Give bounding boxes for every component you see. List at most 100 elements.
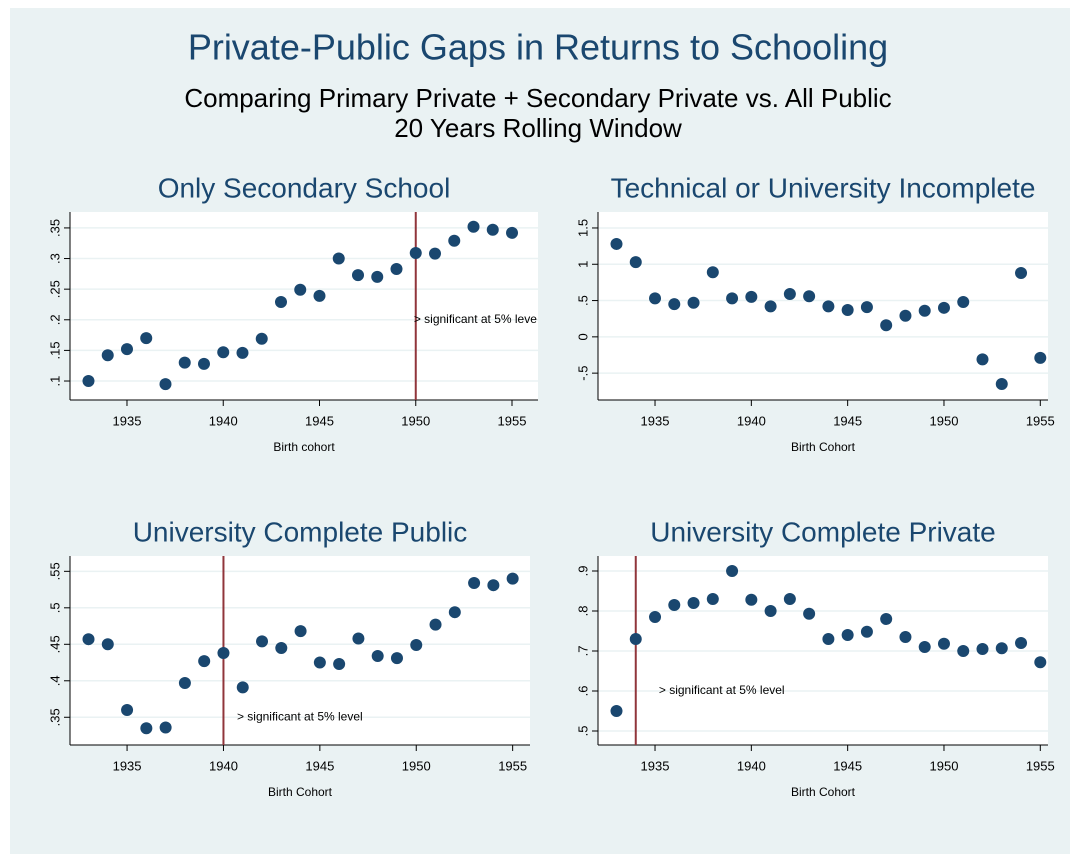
y-tick-label: .55 (47, 562, 62, 580)
panel-title: University Complete Public (133, 516, 468, 547)
point (995, 642, 1008, 655)
x-tick-label: 1945 (305, 758, 334, 773)
point (467, 220, 480, 233)
point (726, 565, 739, 577)
point (745, 290, 758, 303)
point (764, 605, 777, 617)
point (937, 637, 950, 650)
point (880, 319, 893, 332)
point (409, 247, 422, 260)
point (880, 613, 893, 625)
x-tick-label: 1940 (209, 758, 238, 773)
point (294, 625, 307, 638)
point (82, 375, 95, 388)
panel-title: Technical or University Incomplete (611, 172, 1036, 203)
y-tick-label: .5 (47, 602, 62, 613)
y-tick-label: .45 (47, 635, 62, 653)
y-tick-label: .5 (575, 726, 590, 737)
point (726, 292, 739, 305)
x-axis-label: Birth Cohort (268, 785, 333, 799)
point (687, 296, 700, 309)
point (610, 705, 623, 717)
point (706, 593, 719, 605)
point (255, 332, 268, 345)
point (159, 378, 172, 391)
point (390, 262, 403, 275)
point (610, 237, 623, 250)
point (448, 606, 461, 619)
y-tick-label: .1 (47, 376, 62, 387)
x-tick-label: 1945 (305, 413, 334, 428)
annotation: > significant at 5% leve (414, 312, 537, 326)
point (1034, 351, 1047, 364)
point (649, 611, 662, 623)
point (236, 681, 249, 694)
point (101, 638, 114, 651)
x-axis-label: Birth cohort (273, 440, 335, 454)
point (217, 647, 230, 660)
x-tick-label: 1950 (930, 413, 959, 428)
point (745, 593, 758, 606)
point (429, 618, 442, 631)
x-tick-label: 1940 (737, 413, 766, 428)
annotation: > significant at 5% level (659, 683, 785, 697)
point (1034, 656, 1047, 669)
point (236, 346, 249, 359)
annotation: > significant at 5% level (237, 709, 363, 723)
point (294, 283, 307, 296)
y-tick-label: 0 (575, 333, 590, 340)
point (706, 266, 719, 279)
subtitle: Comparing Primary Private + Secondary Pr… (184, 83, 891, 113)
point (976, 643, 989, 655)
point (352, 269, 364, 282)
point (899, 631, 912, 643)
main-title: Private-Public Gaps in Returns to School… (188, 27, 888, 68)
point (82, 633, 95, 646)
y-tick-label: .35 (47, 708, 62, 726)
point (101, 349, 114, 362)
point (995, 378, 1008, 391)
point (256, 635, 269, 648)
x-tick-label: 1955 (498, 758, 527, 773)
x-tick-label: 1935 (113, 413, 142, 428)
y-tick-label: .5 (575, 295, 590, 306)
subtitle: 20 Years Rolling Window (394, 113, 682, 143)
x-tick-label: 1940 (737, 758, 766, 773)
plot-area (70, 212, 538, 400)
point (957, 296, 970, 309)
x-tick-label: 1940 (209, 413, 238, 428)
point (390, 652, 403, 665)
x-tick-label: 1945 (833, 758, 862, 773)
point (1015, 266, 1028, 279)
point (937, 301, 950, 314)
point (822, 633, 835, 645)
point (197, 357, 210, 370)
point (841, 303, 854, 316)
point (918, 641, 931, 653)
point (313, 289, 326, 302)
point (668, 298, 681, 311)
point (803, 290, 816, 303)
point (275, 641, 288, 654)
x-tick-label: 1950 (401, 413, 430, 428)
point (178, 356, 191, 369)
point (783, 288, 796, 301)
y-tick-label: .6 (575, 686, 590, 697)
x-tick-label: 1950 (930, 758, 959, 773)
y-tick-label: .3 (47, 253, 62, 264)
point (121, 703, 134, 716)
point (332, 252, 345, 265)
x-tick-label: 1935 (641, 758, 670, 773)
point (506, 572, 519, 585)
y-tick-label: -.5 (575, 366, 590, 381)
point (371, 649, 384, 662)
y-tick-label: .7 (575, 646, 590, 657)
point (371, 270, 384, 283)
y-tick-label: .25 (47, 280, 62, 298)
point (274, 296, 287, 309)
point (957, 645, 970, 657)
x-tick-label: 1955 (498, 413, 527, 428)
y-tick-label: .15 (47, 341, 62, 359)
